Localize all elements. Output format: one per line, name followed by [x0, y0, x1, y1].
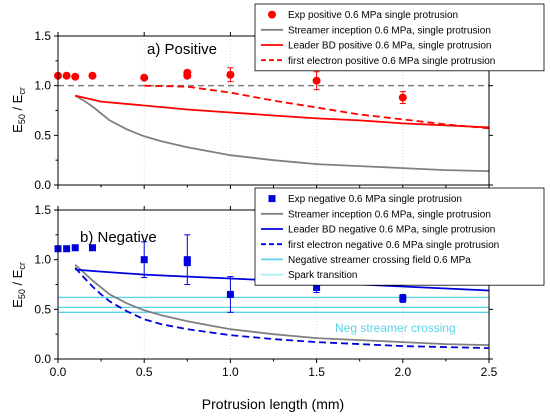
legend-label: Negative streamer crossing field 0.6 MPa — [288, 255, 471, 266]
y-tick-label: 1.5 — [34, 29, 51, 43]
series-streamer-inception-0-6-mpa-single-protrusion — [74, 263, 490, 346]
y-tick-labels-positive: 0.0 0.5 1.0 1.5 — [34, 29, 51, 192]
legend-positive: Exp positive 0.6 MPa single protrusion St… — [254, 3, 545, 72]
x-tick-labels-negative: 0.0 0.5 1.0 1.5 2.0 2.5 — [50, 365, 498, 379]
legend-item: Leader BD positive 0.6 MPa, single protr… — [261, 41, 491, 52]
panel-label-negative: b) Negative — [80, 229, 157, 246]
y-label-main: E — [10, 124, 25, 133]
legend-box — [254, 187, 545, 286]
legend-label: Exp positive 0.6 MPa single protrusion — [288, 10, 458, 21]
x-tick-label: 2.0 — [394, 365, 411, 379]
legend-item: Streamer inception 0.6 MPa, single protr… — [261, 209, 491, 220]
legend-label: first electron positive 0.6 MPa single p… — [288, 56, 495, 67]
legend-item: Exp negative 0.6 MPa single protrusion — [268, 194, 462, 205]
y-tick-label: 0.0 — [34, 352, 51, 366]
legend-label: Streamer inception 0.6 MPa, single protr… — [288, 209, 491, 220]
data-point — [88, 71, 97, 80]
legend-label: Leader BD negative 0.6 MPa, single protr… — [288, 225, 495, 236]
legend-label: Leader BD positive 0.6 MPa, single protr… — [288, 41, 491, 52]
panel-label-positive: a) Positive — [147, 41, 217, 58]
legend-item: first electron negative 0.6 MPa single p… — [261, 240, 499, 251]
y-tick-label: 0.0 — [34, 178, 51, 192]
data-point — [140, 256, 148, 264]
y-tick-label: 1.5 — [34, 203, 51, 217]
data-point — [63, 245, 71, 253]
x-tick-label: 0.5 — [136, 365, 153, 379]
data-point — [399, 294, 407, 302]
legend-label: first electron negative 0.6 MPa single p… — [288, 240, 499, 251]
y-tick-label: 1.0 — [34, 79, 51, 93]
data-point — [183, 71, 192, 80]
y-tick-label: 0.5 — [34, 302, 51, 316]
legend-item: Negative streamer crossing field 0.6 MPa — [261, 255, 471, 266]
data-point — [226, 70, 235, 79]
series-first-electron-positive-0-6-mpa-single-protrusion — [144, 84, 490, 130]
x-tick-label: 1.5 — [308, 365, 325, 379]
data-point — [183, 259, 191, 267]
y-label-mid: / E — [10, 94, 25, 114]
legend-label: Exp negative 0.6 MPa single protrusion — [288, 194, 462, 205]
y-label-mid: / E — [10, 269, 25, 289]
data-point — [62, 71, 71, 80]
data-point — [88, 244, 96, 252]
series-leader-bd-positive-0-6-mpa-single-protrusion — [74, 94, 490, 129]
x-axis-label: Protrusion length (mm) — [202, 396, 344, 412]
x-tick-label: 1.0 — [222, 365, 239, 379]
legend-item: Leader BD negative 0.6 MPa, single protr… — [261, 225, 495, 236]
data-point — [398, 93, 407, 102]
legend-label: Streamer inception 0.6 MPa, single protr… — [288, 25, 491, 36]
y-axis-label-negative: E50 / Ecr — [10, 262, 27, 308]
y-label-sub2: cr — [17, 262, 27, 270]
data-point — [312, 76, 321, 85]
y-axis-label-positive: E50 / Ecr — [10, 87, 27, 133]
x-tick-label: 0.0 — [50, 365, 67, 379]
panel-negative: 0.0 0.5 1.0 1.5 0.0 0.5 1.0 1.5 2.0 2.5 b) Negat… — [10, 187, 545, 412]
data-point — [71, 244, 79, 252]
legend-swatch — [268, 195, 276, 203]
y-label-sub1: 50 — [17, 289, 27, 299]
y-label-sub1: 50 — [17, 114, 27, 124]
legend-negative: Exp negative 0.6 MPa single protrusion St… — [254, 187, 545, 286]
y-label-main: E — [10, 299, 25, 308]
series-group-positive — [54, 67, 490, 172]
legend-label: Spark transition — [288, 270, 357, 281]
panel-positive: 0.0 0.5 1.0 1.5 a) Positive E50 / Ecr Exp p… — [10, 3, 545, 192]
y-tick-label: 0.5 — [34, 128, 51, 142]
x-tick-label: 2.5 — [481, 365, 498, 379]
legend-item: Exp positive 0.6 MPa single protrusion — [268, 10, 458, 21]
y-tick-labels-negative: 0.0 0.5 1.0 1.5 — [34, 203, 51, 366]
y-label-sub2: cr — [17, 87, 27, 95]
y-tick-label: 1.0 — [34, 253, 51, 267]
legend-box — [254, 3, 545, 72]
legend-item: Spark transition — [261, 270, 357, 281]
series-streamer-inception-0-6-mpa-single-protrusion — [74, 94, 490, 172]
band-label-negative: Neg streamer crossing — [335, 321, 456, 335]
data-point — [140, 73, 149, 82]
data-point — [71, 72, 80, 81]
data-point — [313, 283, 321, 291]
legend-item: first electron positive 0.6 MPa single p… — [261, 56, 495, 67]
legend-swatch — [268, 10, 276, 19]
data-point — [226, 290, 234, 298]
legend-item: Streamer inception 0.6 MPa, single protr… — [261, 25, 491, 36]
